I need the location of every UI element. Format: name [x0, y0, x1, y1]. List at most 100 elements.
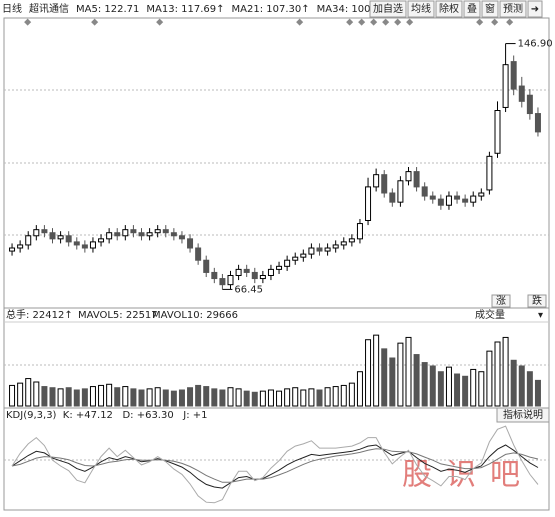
candle-body: [81, 244, 88, 249]
volume-bar: [243, 390, 250, 407]
candle-body: [470, 195, 477, 203]
volume-bar: [122, 386, 129, 407]
volume-bar: [348, 382, 355, 407]
candle-body: [211, 271, 218, 280]
candle-body: [429, 195, 436, 200]
volume-bar: [486, 350, 493, 407]
candle-body: [203, 259, 210, 273]
volume-bar: [470, 368, 477, 407]
button-frame[interactable]: [407, 0, 435, 18]
candle-body: [340, 241, 347, 246]
candle-body: [57, 235, 64, 240]
candle-body: [235, 268, 242, 276]
marker: [24, 18, 32, 26]
volume-header: MAVOL5: 22517: [78, 310, 158, 321]
button-frame[interactable]: [496, 407, 550, 423]
volume-bar: [162, 389, 169, 407]
tab-frame[interactable]: [491, 294, 511, 308]
volume-bar: [17, 382, 24, 407]
volume-selector[interactable]: 成交量: [475, 308, 505, 321]
candle-body: [267, 268, 274, 276]
volume-bar: [429, 365, 436, 407]
volume-bar: [195, 384, 202, 407]
candle-body: [292, 256, 299, 261]
frame: [3, 17, 550, 511]
candle-body: [462, 198, 469, 203]
fall-tab[interactable]: 跌: [532, 294, 542, 307]
button-frame[interactable]: [463, 0, 481, 18]
high-annotation: 146.90: [518, 39, 553, 50]
volume-bar: [33, 381, 40, 407]
button-frame[interactable]: [435, 0, 463, 18]
candle-body: [114, 232, 121, 237]
candle-body: [65, 235, 72, 243]
toolbar-button[interactable]: 除权: [439, 2, 459, 15]
toolbar-button[interactable]: 叠: [467, 3, 477, 15]
volume-bar: [421, 362, 428, 407]
volume-bar: [365, 339, 372, 407]
volume-bar: [356, 371, 363, 407]
volume-header: MAVOL10: 29666: [152, 310, 238, 321]
candle-body: [332, 244, 339, 249]
rise-tab[interactable]: 涨: [496, 295, 506, 307]
candle-body: [122, 229, 129, 237]
volume-bar: [57, 388, 64, 407]
volume-bar: [316, 389, 323, 407]
volume-bar: [332, 386, 339, 407]
volume-bar: [373, 334, 380, 407]
candle-body: [187, 238, 194, 249]
candle-body: [146, 232, 153, 237]
volume-bar: [494, 341, 501, 407]
candle-body: [389, 192, 396, 203]
candle-body: [195, 247, 202, 261]
button-frame[interactable]: [499, 0, 527, 18]
candle-body: [510, 61, 517, 90]
volume-bar: [405, 336, 412, 407]
volume-bar: [146, 388, 153, 407]
volume-bar: [340, 384, 347, 407]
volume-bar: [130, 388, 137, 407]
toolbar-button[interactable]: 均线: [411, 2, 431, 15]
indicator-help-button[interactable]: 指标说明: [503, 408, 543, 421]
info-label: 超讯通信: [29, 2, 69, 15]
volume-bar: [41, 386, 48, 407]
volume-bar: [235, 388, 242, 407]
info-label: MA13: 117.69↑: [146, 4, 224, 15]
volume-bar: [300, 389, 307, 407]
volume-bar: [49, 387, 56, 407]
candle-body: [365, 186, 372, 221]
candle-body: [243, 268, 250, 273]
volume-bar: [98, 384, 105, 407]
candle-body: [276, 265, 283, 270]
volume-bar: [284, 388, 291, 407]
candle-body: [33, 229, 40, 237]
tab-frame[interactable]: [527, 294, 547, 308]
volume-bar: [308, 388, 315, 407]
candle-body: [454, 195, 461, 200]
volume-bar: [9, 384, 16, 407]
candle-body: [98, 238, 105, 243]
candle-body: [494, 110, 501, 154]
volume-bar: [65, 387, 72, 407]
volume-bar: [81, 388, 88, 407]
candle-body: [49, 232, 56, 240]
button-frame[interactable]: [481, 0, 499, 18]
button-frame[interactable]: [527, 0, 543, 18]
toolbar-button[interactable]: 加自选: [373, 2, 403, 15]
toolbar-button[interactable]: 预测: [503, 2, 523, 15]
button-frame[interactable]: [369, 0, 407, 18]
candle-body: [445, 195, 452, 206]
volume-bar: [413, 354, 420, 407]
candle-body: [9, 247, 16, 252]
volume-bar: [381, 348, 388, 407]
volume-bar: [518, 365, 525, 407]
volume-bar: [178, 389, 185, 407]
volume-bar: [187, 387, 194, 407]
candle-body: [89, 241, 96, 249]
volume-bar: [203, 386, 210, 407]
volume-bar: [478, 371, 485, 407]
volume-bar: [462, 375, 469, 407]
dropdown-arrow[interactable]: ▾: [538, 310, 543, 321]
volume-bar: [389, 357, 396, 407]
toolbar-button[interactable]: 窗: [485, 2, 495, 15]
